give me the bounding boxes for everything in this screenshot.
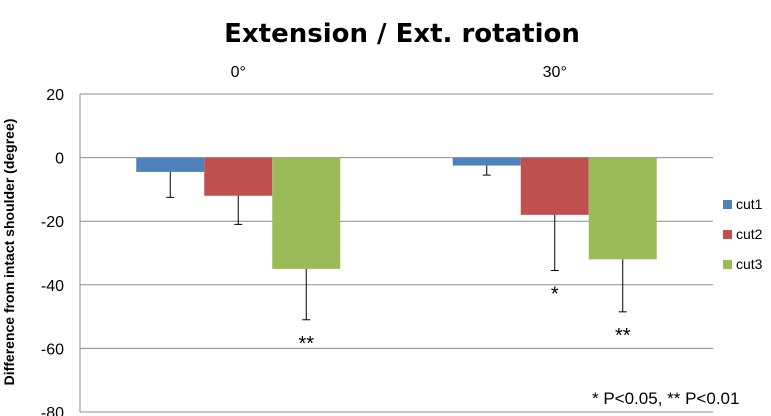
legend-swatch-cut3 [723,260,732,269]
legend: cut1 cut2 cut3 [723,196,763,272]
legend-label-cut3: cut3 [736,256,763,272]
bars: ***** [136,157,657,355]
y-tick-label: 20 [46,87,64,104]
axes: 20 0 -20 -40 -60 -80 0° 30° [41,64,567,416]
legend-label-cut2: cut2 [736,226,763,242]
y-axis-label: Difference from intact shoulder (degree) [1,119,17,386]
significance-note: * P<0.05, ** P<0.01 [592,389,739,408]
bar-cut2 [204,157,273,196]
significance-marker: ** [615,325,631,347]
x-category-label: 30° [543,64,567,81]
bar-cut3 [588,157,657,260]
bar-cut1 [136,157,205,172]
y-tick-label: -40 [41,278,64,295]
legend-label-cut1: cut1 [736,196,763,212]
y-tick-label: -80 [41,405,64,416]
legend-swatch-cut2 [723,230,732,239]
bar-cut2 [520,157,589,215]
significance-marker: * [551,283,559,305]
y-tick-label: -20 [41,214,64,231]
chart-title: Extension / Ext. rotation [224,19,580,49]
x-category-label: 0° [231,64,246,81]
bar-cut3 [272,157,341,269]
legend-swatch-cut1 [723,200,732,209]
y-tick-label: 0 [55,151,64,168]
bar-cut1 [452,157,521,166]
significance-marker: ** [298,333,314,355]
y-tick-label: -60 [41,341,64,358]
